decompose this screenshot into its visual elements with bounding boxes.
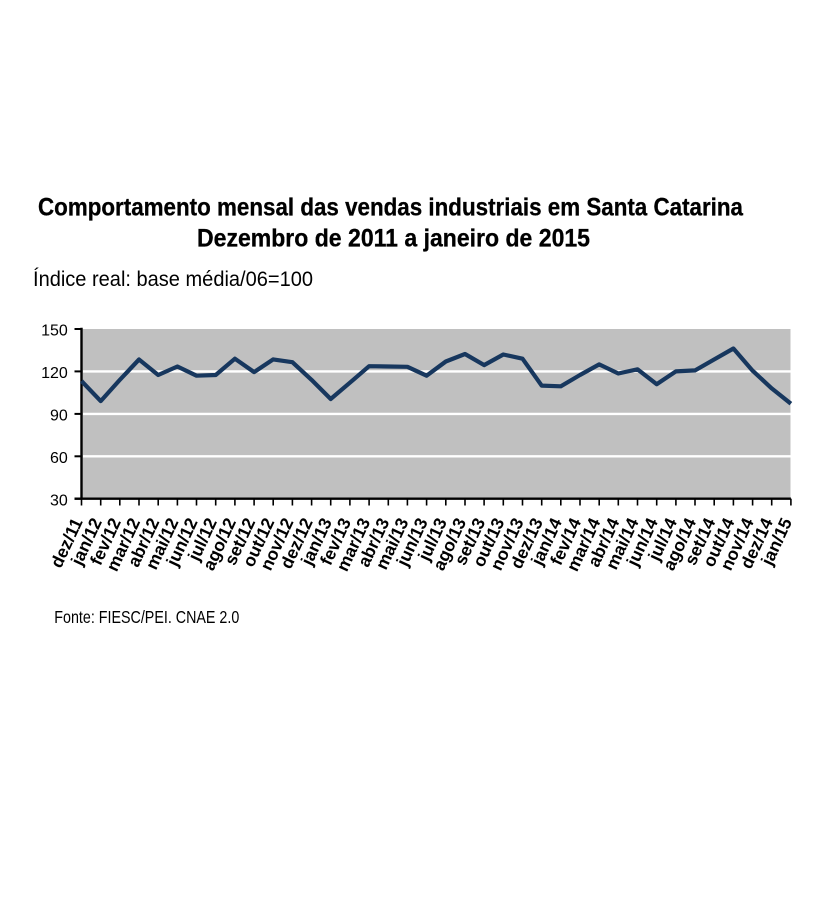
svg-text:120: 120: [41, 365, 68, 382]
svg-text:30: 30: [50, 492, 68, 509]
svg-text:60: 60: [50, 450, 68, 467]
svg-text:Dezembro de 2011 a janeiro de: Dezembro de 2011 a janeiro de 2015: [197, 224, 590, 252]
svg-text:Fonte: FIESC/PEI. CNAE 2.0: Fonte: FIESC/PEI. CNAE 2.0: [54, 607, 239, 627]
svg-text:Índice real: base média/06=100: Índice real: base média/06=100: [33, 266, 313, 291]
svg-text:90: 90: [50, 408, 68, 425]
svg-text:Comportamento mensal das venda: Comportamento mensal das vendas industri…: [38, 193, 744, 221]
svg-text:150: 150: [41, 323, 68, 340]
